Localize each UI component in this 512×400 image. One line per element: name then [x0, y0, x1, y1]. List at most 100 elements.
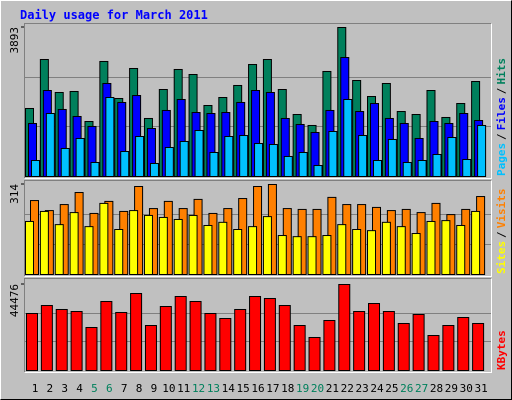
x-tick-label: 16	[251, 382, 264, 395]
x-tick-label: 14	[222, 382, 236, 395]
panel-bevel	[24, 180, 492, 277]
bar	[477, 124, 487, 178]
bar	[293, 325, 306, 371]
chart-title: Daily usage for March 2011	[20, 8, 208, 22]
x-tick-label: 10	[162, 382, 175, 395]
bar	[159, 305, 172, 372]
bar	[54, 224, 64, 276]
x-tick-label: 7	[121, 382, 128, 395]
bar	[239, 135, 249, 177]
bar	[456, 224, 466, 275]
bar	[381, 221, 391, 275]
bar	[412, 314, 425, 372]
bar	[337, 224, 347, 276]
x-tick-label: 27	[415, 382, 428, 395]
x-tick-label: 17	[266, 382, 279, 395]
bar	[283, 155, 293, 177]
legend-entry: Visits	[495, 189, 508, 229]
x-tick-label: 23	[356, 382, 369, 395]
bar	[60, 147, 70, 178]
bar	[402, 161, 412, 177]
bar	[26, 312, 38, 371]
bar	[218, 221, 228, 275]
y-tick-label: 314	[8, 184, 21, 204]
bar	[411, 233, 421, 276]
bar	[179, 140, 189, 177]
bar	[278, 305, 291, 372]
bar	[323, 319, 336, 371]
bar	[387, 138, 397, 177]
x-tick-label: 4	[76, 382, 83, 395]
y-tick-label: 3893	[8, 27, 21, 54]
bar	[441, 220, 451, 276]
x-tick-label: 12	[192, 382, 205, 395]
bar	[471, 210, 481, 275]
x-tick-label: 6	[106, 382, 113, 395]
panel-bevel	[24, 180, 492, 277]
bar	[120, 151, 130, 177]
legend-entry: Hits	[495, 58, 508, 85]
bar	[144, 325, 157, 371]
bar	[292, 236, 302, 275]
bar	[343, 98, 353, 177]
bar	[233, 229, 243, 275]
legend-entry: Sites	[495, 241, 508, 274]
bar	[70, 311, 83, 371]
bar	[262, 216, 272, 276]
x-tick-label: 5	[91, 382, 98, 395]
bar	[69, 212, 79, 275]
x-tick-label: 1	[32, 382, 39, 395]
bar	[277, 235, 287, 275]
bar	[84, 226, 94, 275]
x-tick-label: 25	[385, 382, 398, 395]
bar	[115, 311, 128, 371]
bar	[338, 284, 351, 371]
x-tick-label: 13	[207, 382, 220, 395]
bar	[25, 220, 34, 275]
bar	[143, 214, 153, 275]
bar	[219, 318, 232, 371]
bar	[174, 296, 187, 371]
legend-separator: /	[495, 231, 508, 238]
panel-bevel	[24, 278, 492, 373]
bar	[353, 311, 366, 371]
x-tick-label: 11	[177, 382, 190, 395]
x-tick-label: 8	[136, 382, 143, 395]
legend-entry: Pages	[495, 143, 508, 176]
x-tick-label: 24	[370, 382, 384, 395]
x-tick-label: 19	[296, 382, 309, 395]
x-tick-label: 30	[460, 382, 473, 395]
bar	[75, 137, 85, 178]
panel-bevel	[24, 278, 492, 373]
bar	[358, 135, 368, 177]
bar	[173, 218, 183, 276]
bar	[100, 300, 113, 372]
x-tick-label: 15	[237, 382, 250, 395]
bar	[432, 153, 442, 178]
legend: Pages / Files / Hits	[495, 58, 508, 176]
bar	[397, 322, 410, 372]
legend: Sites / Visits	[495, 189, 508, 275]
bar	[254, 143, 264, 178]
bar	[149, 162, 159, 177]
legend-entry: KBytes	[495, 330, 508, 370]
bar	[457, 316, 470, 371]
bar	[130, 293, 143, 371]
bar	[234, 308, 247, 371]
x-tick-label: 26	[400, 382, 413, 395]
bar	[40, 305, 53, 372]
bar	[368, 302, 381, 371]
x-tick-label: 20	[311, 382, 324, 395]
bar	[248, 226, 258, 275]
bar	[39, 210, 49, 275]
bar	[194, 129, 204, 177]
x-tick-label: 2	[47, 382, 54, 395]
bar	[99, 202, 109, 275]
bar	[462, 159, 472, 178]
panel-bevel	[24, 23, 492, 179]
x-tick-label: 28	[430, 382, 443, 395]
bar	[90, 161, 100, 177]
